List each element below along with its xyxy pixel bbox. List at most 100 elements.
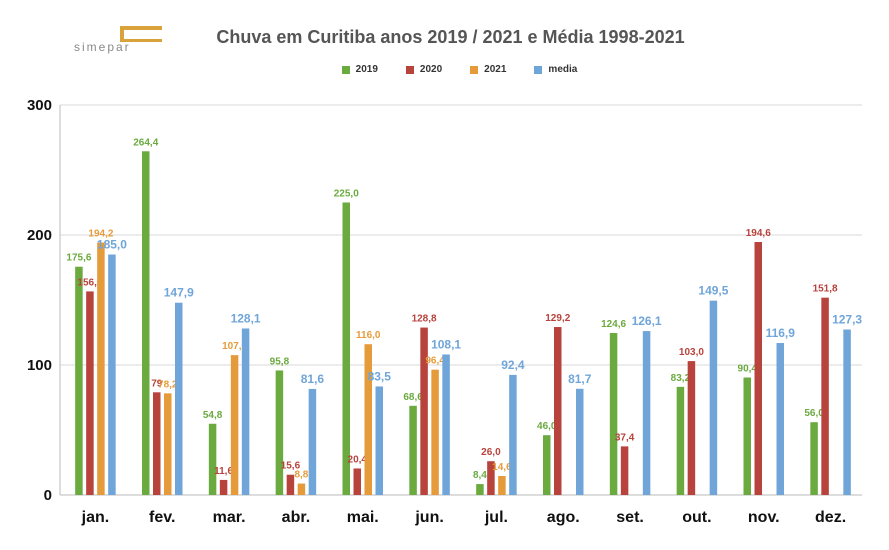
bar-2020 [554, 327, 562, 495]
data-label-media: 149,5 [698, 284, 728, 298]
data-label-2020: 37,4 [615, 432, 635, 443]
legend-item-2019: 2019 [341, 64, 378, 75]
legend-label: 2021 [484, 64, 507, 75]
bar-2020 [420, 327, 428, 495]
data-label-2021: 8,8 [294, 470, 308, 481]
x-tick-label: fev. [149, 509, 175, 526]
data-label-2019: 264,4 [133, 137, 158, 148]
bar-2019 [476, 484, 484, 495]
x-tick-label: mai. [347, 509, 379, 526]
data-label-2019: 83,2 [671, 373, 691, 384]
bar-2021 [364, 344, 372, 495]
data-label-2019: 124,6 [601, 319, 626, 330]
logo-text: simepar [74, 40, 131, 54]
bar-media [709, 300, 718, 495]
chart-legend: 2019 2020 2021 media [0, 64, 889, 75]
bar-2019 [676, 386, 685, 495]
x-tick-label: nov. [748, 509, 780, 526]
data-label-2020: 194,6 [746, 228, 771, 239]
bar-2019 [409, 405, 417, 495]
x-tick-label: dez. [815, 509, 846, 526]
bar-2021 [164, 393, 172, 495]
legend-label: media [548, 64, 578, 75]
legend-item-2020: 2020 [405, 64, 443, 75]
bar-2020 [620, 446, 629, 495]
bar-2020 [286, 474, 295, 495]
data-label-2021: 96,4 [425, 356, 445, 367]
bar-2019 [75, 266, 83, 495]
bar-media [509, 374, 517, 495]
data-label-2019: 175,6 [66, 253, 91, 264]
bar-media [241, 328, 250, 495]
data-label-2019: 56,0 [804, 408, 824, 419]
bar-2020 [754, 242, 762, 495]
legend-swatch [534, 65, 543, 74]
bar-2021 [230, 355, 239, 495]
legend-swatch [341, 65, 350, 74]
data-label-media: 128,1 [231, 311, 261, 325]
chart-title: Chuva em Curitiba anos 2019 / 2021 e Méd… [216, 27, 685, 47]
data-label-media: 108,1 [431, 337, 461, 351]
legend-label: 2020 [419, 64, 443, 75]
bar-2019 [342, 202, 350, 495]
data-label-2021: 14,6 [492, 462, 512, 473]
data-label-2019: 68,6 [403, 392, 423, 403]
bar-2021 [431, 369, 439, 495]
data-label-2020: 129,2 [545, 313, 570, 324]
bar-media [843, 329, 851, 495]
legend-label: 2019 [355, 64, 378, 75]
logo-mark [120, 26, 162, 42]
data-label-2019: 90,4 [738, 363, 758, 374]
bar-2019 [810, 422, 818, 495]
bar-media [642, 331, 651, 495]
legend-swatch [470, 65, 479, 74]
bar-2019 [609, 333, 618, 495]
data-label-2020: 11,6 [214, 466, 233, 477]
data-label-2021: 107,6 [222, 341, 247, 352]
x-tick-label: jan. [81, 509, 110, 526]
data-label-2020: 15,6 [281, 461, 301, 472]
legend-item-media: media [534, 64, 577, 75]
bar-2020 [353, 468, 361, 495]
data-label-2020: 103,0 [679, 347, 704, 358]
data-label-2020: 79 [151, 378, 163, 389]
data-label-media: 126,1 [632, 314, 662, 328]
bar-2020 [487, 461, 495, 495]
y-tick-label: 0 [44, 487, 52, 504]
data-label-2020: 20,4 [348, 454, 368, 465]
data-label-media: 81,6 [301, 372, 325, 386]
data-label-2021: 78,2 [158, 379, 178, 390]
bar-2021 [498, 476, 506, 495]
bar-2021 [297, 483, 306, 495]
data-label-2019: 46,0 [537, 421, 557, 432]
data-label-media: 83,5 [368, 369, 392, 383]
data-label-media: 147,9 [164, 286, 194, 300]
data-label-2019: 95,8 [270, 356, 290, 367]
bar-2021 [97, 242, 105, 495]
bar-2019 [543, 435, 551, 495]
data-label-media: 92,4 [501, 358, 525, 372]
data-label-2019: 54,8 [203, 410, 223, 421]
data-label-2020: 151,8 [813, 284, 838, 295]
bar-2019 [743, 377, 751, 495]
bar-media [776, 343, 784, 495]
x-tick-label: jul. [484, 509, 508, 526]
data-label-2020: 156,6 [77, 277, 102, 288]
bar-media [442, 354, 450, 495]
bar-2020 [153, 392, 161, 495]
bar-media [576, 388, 584, 495]
data-label-2019: 8,4 [473, 470, 487, 481]
data-label-2019: 225,0 [334, 189, 359, 200]
x-tick-label: out. [682, 509, 711, 526]
bar-2020 [821, 297, 829, 495]
x-tick-label: set. [616, 509, 644, 526]
data-label-2020: 26,0 [481, 447, 501, 458]
data-label-2020: 128,8 [412, 314, 437, 325]
bar-2019 [275, 370, 284, 495]
bar-2019 [142, 151, 150, 495]
data-label-2021: 194,2 [88, 229, 113, 240]
data-label-media: 127,3 [832, 313, 862, 327]
bar-media [375, 386, 383, 495]
bar-2019 [208, 423, 217, 495]
